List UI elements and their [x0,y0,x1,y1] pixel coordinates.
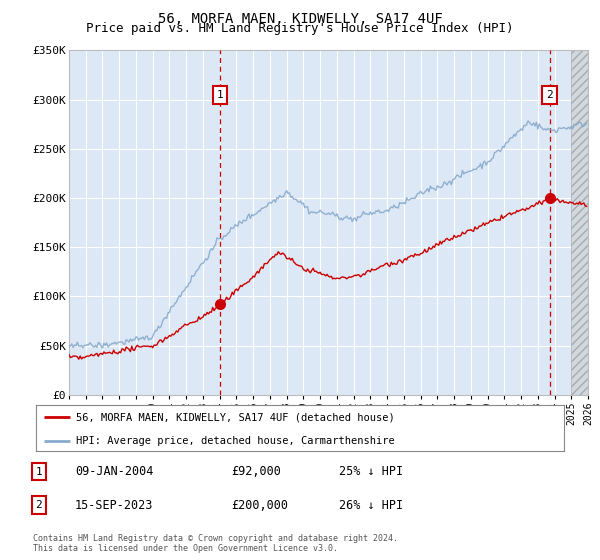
Text: 1: 1 [35,466,43,477]
Text: 09-JAN-2004: 09-JAN-2004 [75,465,154,478]
Text: 1: 1 [217,90,224,100]
Text: HPI: Average price, detached house, Carmarthenshire: HPI: Average price, detached house, Carm… [76,436,394,446]
Text: 56, MORFA MAEN, KIDWELLY, SA17 4UF: 56, MORFA MAEN, KIDWELLY, SA17 4UF [158,12,442,26]
Text: 26% ↓ HPI: 26% ↓ HPI [339,498,403,512]
Text: 2: 2 [35,500,43,510]
Text: 25% ↓ HPI: 25% ↓ HPI [339,465,403,478]
Text: 2: 2 [546,90,553,100]
Text: Price paid vs. HM Land Registry's House Price Index (HPI): Price paid vs. HM Land Registry's House … [86,22,514,35]
Bar [571,50,588,395]
Text: Contains HM Land Registry data © Crown copyright and database right 2024.
This d: Contains HM Land Registry data © Crown c… [33,534,398,553]
Text: £200,000: £200,000 [231,498,288,512]
Text: £92,000: £92,000 [231,465,281,478]
Text: 15-SEP-2023: 15-SEP-2023 [75,498,154,512]
Text: 56, MORFA MAEN, KIDWELLY, SA17 4UF (detached house): 56, MORFA MAEN, KIDWELLY, SA17 4UF (deta… [76,412,394,422]
